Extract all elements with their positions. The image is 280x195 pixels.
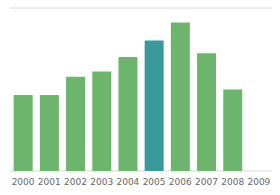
svg-text:2000: 2000 <box>12 177 35 187</box>
svg-text:2009: 2009 <box>247 177 270 187</box>
svg-text:2007: 2007 <box>195 177 218 187</box>
svg-text:2005: 2005 <box>143 177 166 187</box>
svg-text:2001: 2001 <box>38 177 61 187</box>
svg-text:2006: 2006 <box>169 177 192 187</box>
svg-text:2003: 2003 <box>90 177 113 187</box>
svg-text:2002: 2002 <box>64 177 87 187</box>
svg-text:2008: 2008 <box>221 177 244 187</box>
svg-text:2004: 2004 <box>116 177 139 187</box>
